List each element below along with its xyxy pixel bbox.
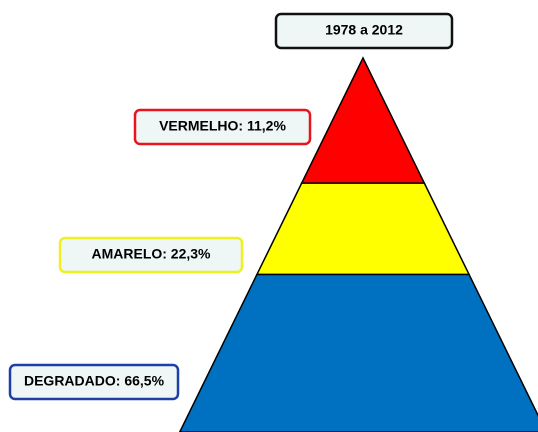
- pyramid-band: [255, 182, 471, 276]
- chart-title: 1978 a 2012: [325, 22, 403, 38]
- data-label: DEGRADADO: 66,5%: [24, 373, 165, 389]
- pyramid-band: [178, 273, 538, 432]
- pyramid-band: [300, 56, 426, 184]
- label-box: [133, 108, 312, 146]
- label-box: [58, 236, 244, 274]
- data-label: VERMELHO: 11,2%: [159, 118, 286, 134]
- title-box: [274, 12, 454, 50]
- label-box: [8, 363, 180, 401]
- data-label: AMARELO: 22,3%: [91, 246, 211, 262]
